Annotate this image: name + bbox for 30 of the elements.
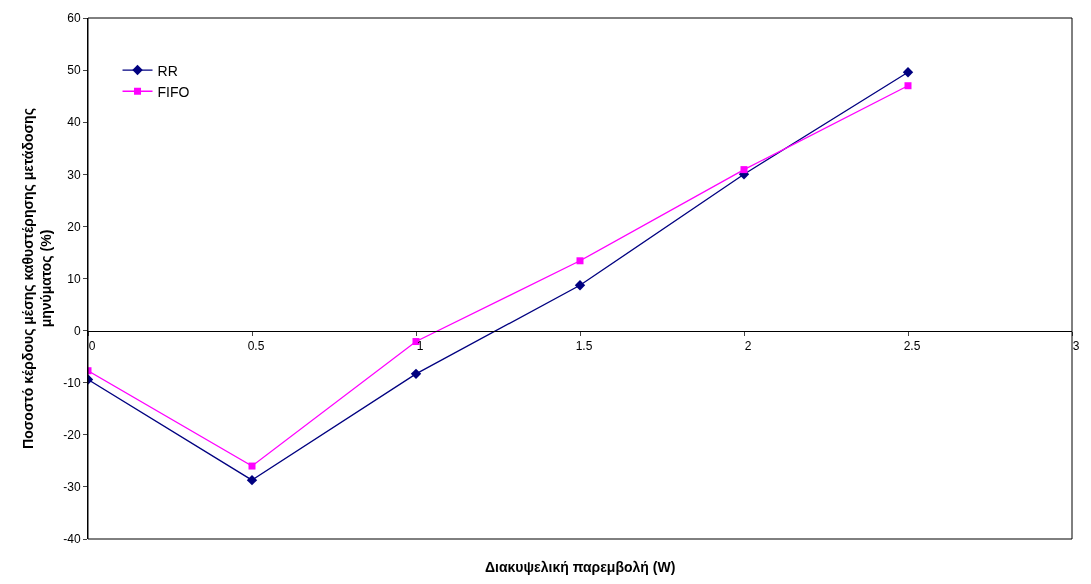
y-tick-label: 0	[73, 323, 81, 338]
point	[574, 280, 586, 291]
x-axis-title: Διακυψελική παρεμβολή (W)	[485, 559, 676, 575]
legend-label: FIFO	[157, 83, 190, 100]
point	[576, 257, 584, 265]
y-tick-label: -30	[63, 480, 81, 495]
x-tick-label: 0.5	[247, 339, 265, 353]
point	[740, 166, 748, 174]
point	[904, 82, 912, 90]
x-tick-label: 2.5	[903, 339, 921, 353]
y-tick-label: 30	[67, 167, 81, 182]
y-tick-label: 20	[67, 219, 81, 234]
x-tick-label: 1.5	[575, 339, 593, 353]
x-tick-label: 2	[744, 339, 752, 353]
y-tick-label: 40	[67, 115, 81, 130]
y-tick-label: 60	[67, 11, 81, 26]
y-tick-label: -10	[63, 375, 81, 390]
point	[246, 474, 258, 486]
point	[248, 462, 256, 470]
y-tick-label: -40	[63, 532, 81, 547]
y-tick-label: -20	[63, 428, 81, 442]
y-tick-label: 50	[67, 63, 81, 78]
legend-label: RR	[157, 62, 178, 79]
x-tick-label: 3	[1072, 339, 1080, 353]
point	[902, 66, 914, 78]
y-axis-title: Ποσοστό κέρδους μέσης καθυστέρησης μετάδοσης μηνύματος (%)	[19, 108, 54, 449]
y-tick-label: 10	[67, 271, 81, 286]
x-tick-label: 0	[88, 339, 96, 353]
x-tick-label: 1	[416, 339, 424, 353]
point	[410, 368, 422, 380]
